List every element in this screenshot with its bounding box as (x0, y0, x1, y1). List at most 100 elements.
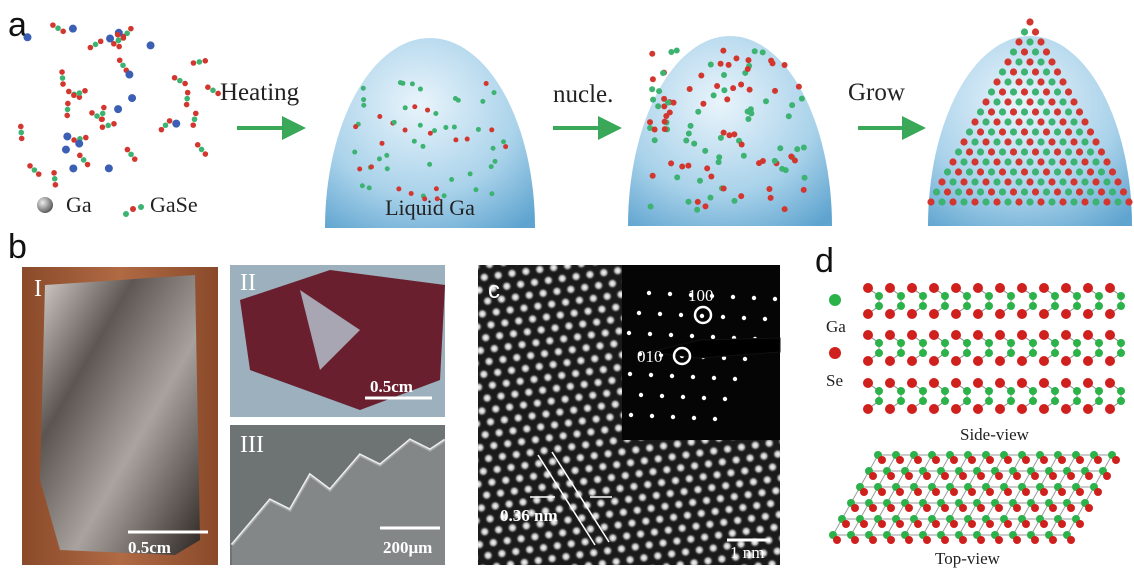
se-atom (995, 378, 1005, 388)
atom (1048, 158, 1056, 166)
atom (1048, 58, 1056, 66)
atom (661, 95, 668, 102)
atom (1037, 78, 1045, 86)
se-atom (973, 356, 983, 366)
atoms (352, 18, 1133, 213)
se-atom (863, 283, 873, 293)
se-atom (959, 472, 967, 480)
ga-atom (1051, 397, 1059, 405)
ga-atom (1095, 302, 1103, 310)
ga-atom (941, 349, 949, 357)
flake (232, 440, 445, 565)
spot (649, 413, 655, 419)
se-atom (1040, 456, 1048, 464)
atom (798, 95, 805, 102)
se-atom (1039, 309, 1049, 319)
atom (791, 157, 798, 164)
step-label: Heating (220, 79, 300, 106)
se-atom (878, 456, 886, 464)
atom (1004, 198, 1012, 206)
se-atom (941, 472, 949, 480)
atom (738, 81, 745, 88)
atom (954, 188, 963, 196)
atom (714, 82, 721, 89)
atom (976, 148, 985, 156)
spot-circle (693, 305, 713, 325)
spot (751, 295, 757, 301)
scale-label: 1 nm (730, 543, 764, 562)
atom (475, 126, 481, 132)
se-atom (929, 309, 939, 319)
ga-atom (75, 139, 84, 148)
atom (1015, 198, 1023, 206)
se-icon (829, 347, 841, 359)
legend-text: GaSe (150, 192, 198, 217)
atom (64, 106, 71, 113)
ga-atom (941, 302, 949, 310)
atom (82, 87, 88, 94)
atom (1119, 188, 1128, 196)
atom (491, 90, 497, 96)
ga-atom (1029, 387, 1037, 395)
atom (18, 129, 25, 136)
atom (94, 113, 100, 119)
atom (982, 98, 990, 106)
atom (427, 161, 433, 167)
atom (998, 88, 1007, 96)
ga-atom (985, 349, 993, 357)
se-atom (1022, 520, 1030, 528)
atom (1086, 168, 1095, 176)
atom (971, 158, 979, 166)
atom (83, 134, 89, 141)
atom (720, 185, 727, 192)
spot-label: 010 (637, 347, 663, 366)
ga-atom (1029, 302, 1037, 310)
atom (114, 31, 121, 38)
se-atom (1061, 330, 1071, 340)
atom (52, 181, 59, 188)
se-atom (973, 309, 983, 319)
se-atom (1017, 330, 1027, 340)
atom (781, 62, 788, 69)
atom (1037, 58, 1045, 66)
scale-label: 0.5cm (370, 377, 413, 396)
atom (441, 193, 447, 199)
se-atom (1039, 283, 1049, 293)
atom (215, 90, 221, 97)
se-atom (968, 520, 976, 528)
atom (1086, 148, 1095, 156)
se-atom (995, 356, 1005, 366)
atom (1009, 128, 1018, 136)
spot (670, 414, 676, 420)
atom (171, 74, 178, 81)
atom (801, 174, 808, 181)
atom (993, 198, 1001, 206)
atom (1015, 98, 1023, 106)
atom (1064, 88, 1073, 96)
atom (205, 84, 211, 90)
atom (434, 196, 440, 202)
atom (1053, 108, 1062, 116)
se-atom (1083, 283, 1093, 293)
atom (464, 136, 470, 142)
atom (76, 90, 83, 96)
se-atom (887, 504, 895, 512)
atom (649, 86, 656, 93)
se-atom (905, 504, 913, 512)
se-atom (995, 536, 1003, 544)
se-atom (863, 404, 873, 414)
spot (657, 311, 663, 317)
ga-atom (985, 387, 993, 395)
atom (771, 157, 778, 164)
spot (659, 393, 665, 399)
atom (124, 30, 130, 37)
atom (357, 166, 363, 172)
se-atom (1004, 520, 1012, 528)
atom (1042, 188, 1051, 196)
spot (636, 310, 642, 316)
ga-atom (1073, 302, 1081, 310)
atom (1064, 168, 1073, 176)
atom (198, 146, 205, 153)
atom (402, 127, 408, 133)
ga-atom (1029, 339, 1037, 347)
